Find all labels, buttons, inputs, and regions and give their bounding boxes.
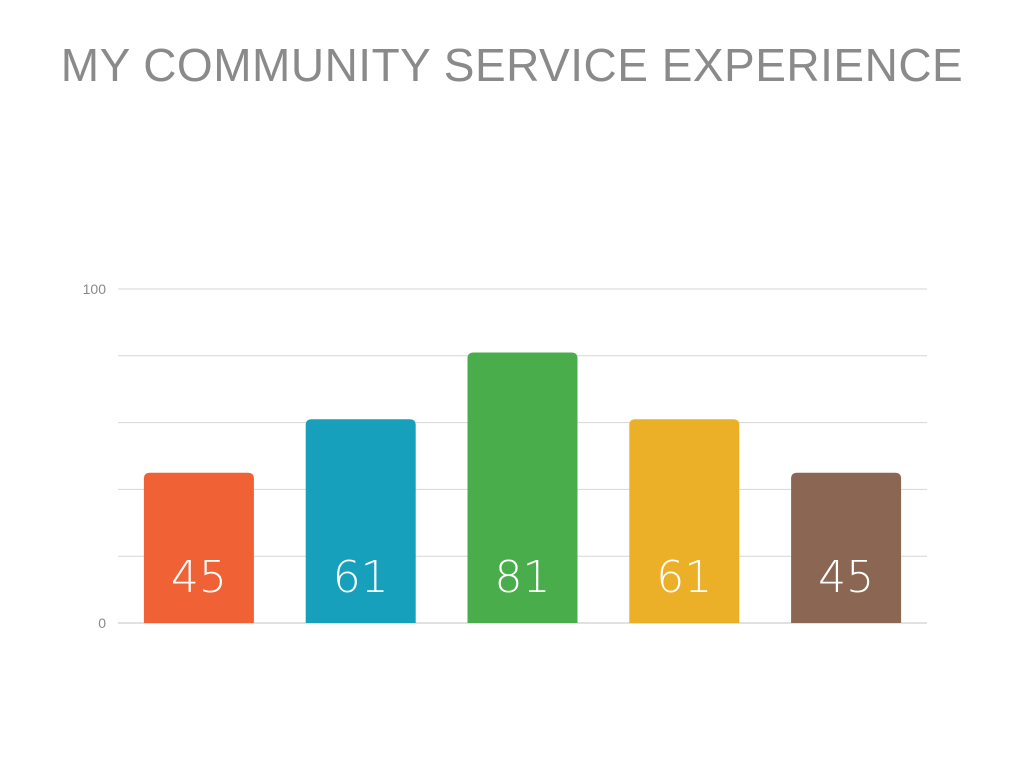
y-tick-label: 100 (83, 281, 107, 297)
bar-value-label: 61 (656, 552, 712, 603)
bar-value-label: 45 (818, 552, 874, 603)
bar (629, 419, 740, 623)
bar (143, 472, 254, 623)
bar-value-label: 61 (333, 552, 389, 603)
y-tick-label: 0 (98, 615, 106, 631)
y-axis-ticks: 0 100 (83, 281, 107, 631)
bar-labels-layer: 45 61 81 61 45 (171, 552, 874, 603)
slide-title: MY COMMUNITY SERVICE EXPERIENCE (60, 39, 964, 91)
bar (791, 472, 902, 623)
bar-value-label: 81 (495, 552, 551, 603)
bar-value-label: 45 (171, 552, 227, 603)
bars-layer (143, 352, 902, 623)
bar (305, 419, 416, 623)
bar (467, 352, 578, 623)
